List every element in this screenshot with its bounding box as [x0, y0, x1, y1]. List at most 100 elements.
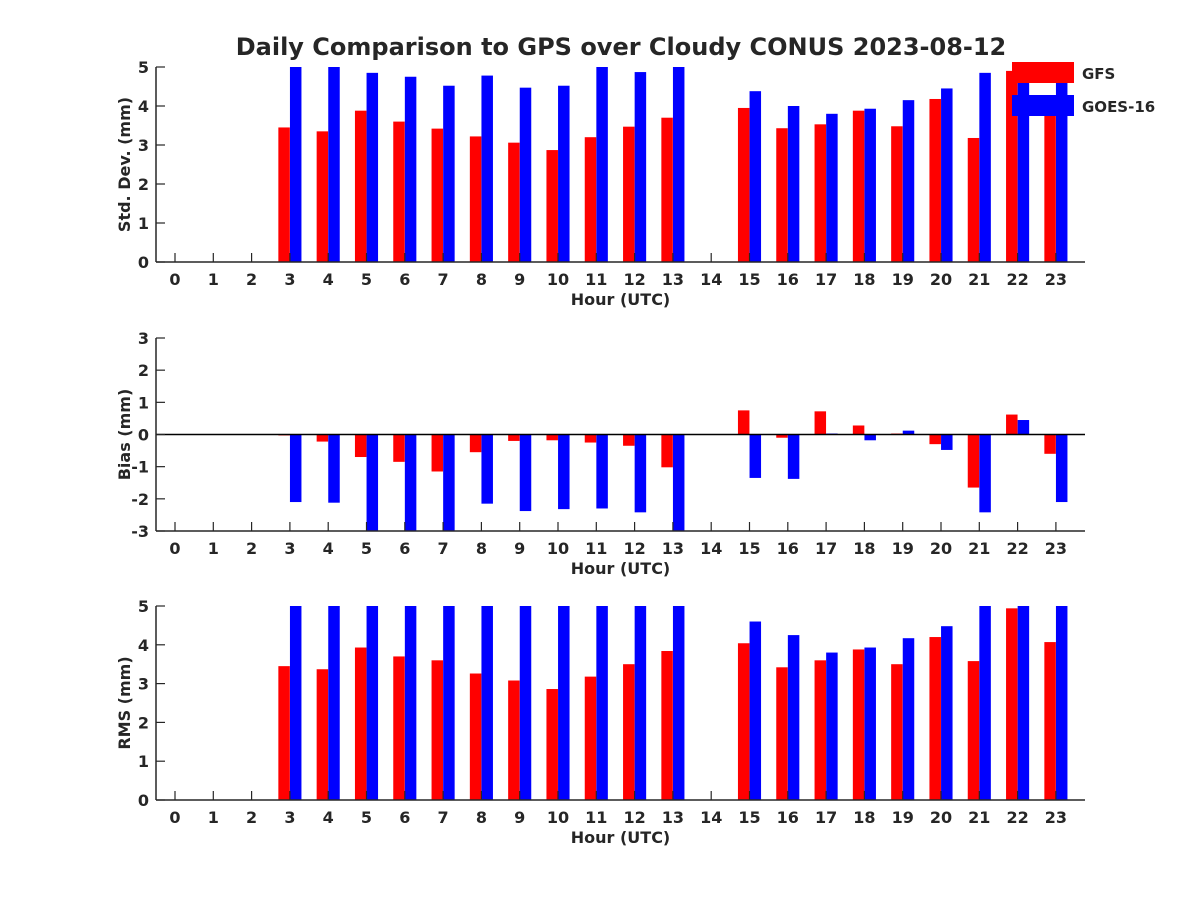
x-tick-label: 23 [1045, 808, 1067, 827]
bar-gfs-hour-6 [393, 656, 405, 800]
bar-gfs-hour-21 [967, 434, 980, 488]
x-axis-label: Hour (UTC) [571, 559, 671, 578]
bar-goes16-hour-8 [481, 606, 493, 800]
bar-gfs-hour-18 [852, 110, 865, 262]
y-tick-label: 5 [138, 58, 149, 77]
bar-goes16-hour-18 [864, 647, 876, 800]
chart-title: Daily Comparison to GPS over Cloudy CONU… [236, 33, 1007, 61]
x-tick-label: 7 [438, 539, 449, 558]
y-tick-label: 3 [138, 675, 149, 694]
x-tick-label: 5 [361, 270, 372, 289]
x-tick-label: 20 [930, 808, 952, 827]
bar-goes16-hour-23 [1055, 67, 1068, 262]
bar-goes16-hour-3 [289, 434, 302, 503]
bar-gfs-hour-22 [1006, 608, 1018, 800]
y-tick-label: 0 [138, 426, 149, 445]
x-tick-label: 2 [246, 808, 257, 827]
bar-gfs-hour-15 [737, 643, 750, 800]
bar-gfs-hour-6 [393, 434, 405, 462]
bar-goes16-hour-12 [634, 606, 647, 800]
bar-goes16-hour-10 [558, 434, 570, 510]
bar-gfs-hour-16 [776, 434, 788, 438]
bar-gfs-hour-13 [661, 117, 673, 262]
bar-goes16-hour-12 [634, 72, 647, 262]
bar-goes16-hour-9 [519, 87, 532, 262]
bar-gfs-hour-20 [929, 98, 941, 262]
bar-gfs-hour-11 [584, 676, 597, 800]
bar-gfs-hour-23 [1044, 434, 1056, 454]
y-tick-label: 2 [138, 713, 149, 732]
x-tick-label: 22 [1006, 270, 1028, 289]
bar-gfs-hour-9 [508, 142, 520, 262]
bar-goes16-hour-22 [1017, 606, 1030, 800]
x-tick-label: 10 [547, 539, 569, 558]
bar-gfs-hour-12 [623, 664, 635, 800]
bar-gfs-hour-11 [584, 137, 597, 262]
bar-gfs-hour-22 [1006, 70, 1018, 262]
legend-label-gfs: GFS [1082, 65, 1115, 83]
bar-gfs-hour-15 [737, 410, 750, 435]
bar-gfs-hour-8 [469, 434, 482, 453]
x-tick-label: 23 [1045, 539, 1067, 558]
bar-gfs-hour-18 [852, 649, 865, 800]
bar-gfs-hour-20 [929, 637, 941, 800]
bar-gfs-hour-23 [1044, 107, 1056, 262]
bar-goes16-hour-21 [979, 606, 991, 800]
bar-gfs-hour-17 [814, 124, 827, 262]
bar-goes16-hour-19 [902, 430, 915, 435]
x-tick-label: 12 [623, 808, 645, 827]
bar-goes16-hour-11 [596, 606, 608, 800]
x-tick-label: 23 [1045, 270, 1067, 289]
bar-goes16-hour-16 [787, 434, 800, 479]
x-tick-label: 15 [738, 539, 760, 558]
x-tick-label: 11 [585, 539, 607, 558]
y-tick-label: -2 [131, 490, 149, 509]
x-tick-label: 1 [208, 808, 219, 827]
x-axis-label: Hour (UTC) [571, 290, 671, 309]
bar-gfs-hour-11 [584, 434, 597, 443]
bar-gfs-hour-7 [431, 434, 444, 472]
bar-gfs-hour-18 [852, 425, 865, 435]
legend-label-goes16: GOES-16 [1082, 98, 1155, 116]
bar-goes16-hour-23 [1055, 606, 1068, 800]
x-tick-label: 0 [169, 539, 180, 558]
x-tick-label: 12 [623, 270, 645, 289]
bar-gfs-hour-8 [469, 673, 482, 800]
x-tick-label: 3 [284, 539, 295, 558]
bar-goes16-hour-22 [1017, 420, 1030, 435]
bar-goes16-hour-3 [289, 606, 302, 800]
x-tick-label: 14 [700, 270, 722, 289]
bar-gfs-hour-12 [623, 434, 635, 446]
bar-goes16-hour-6 [404, 434, 417, 531]
x-tick-label: 19 [892, 808, 914, 827]
y-axis-label: Bias (mm) [115, 389, 134, 481]
x-tick-label: 4 [323, 539, 334, 558]
y-axis-label: RMS (mm) [115, 656, 134, 749]
y-tick-label: -3 [131, 522, 149, 541]
bar-goes16-hour-3 [289, 67, 302, 262]
bar-group [278, 67, 1068, 262]
bar-goes16-hour-16 [787, 635, 800, 800]
x-tick-label: 11 [585, 270, 607, 289]
bar-gfs-hour-13 [661, 434, 673, 468]
x-tick-label: 12 [623, 539, 645, 558]
bar-goes16-hour-9 [519, 606, 532, 800]
bar-gfs-hour-4 [316, 669, 329, 800]
bar-goes16-hour-10 [558, 606, 570, 800]
bar-goes16-hour-7 [443, 606, 455, 800]
bar-goes16-hour-20 [941, 434, 953, 450]
x-tick-label: 17 [815, 808, 837, 827]
bar-gfs-hour-10 [546, 150, 558, 262]
bar-gfs-hour-10 [546, 689, 558, 800]
x-tick-label: 8 [476, 808, 487, 827]
x-tick-label: 16 [777, 539, 799, 558]
x-tick-label: 20 [930, 270, 952, 289]
bar-goes16-hour-19 [902, 100, 915, 262]
bar-goes16-hour-5 [366, 72, 379, 262]
x-tick-label: 8 [476, 270, 487, 289]
x-axis-label: Hour (UTC) [571, 828, 671, 847]
bar-gfs-hour-10 [546, 434, 558, 441]
bar-gfs-hour-8 [469, 136, 482, 262]
